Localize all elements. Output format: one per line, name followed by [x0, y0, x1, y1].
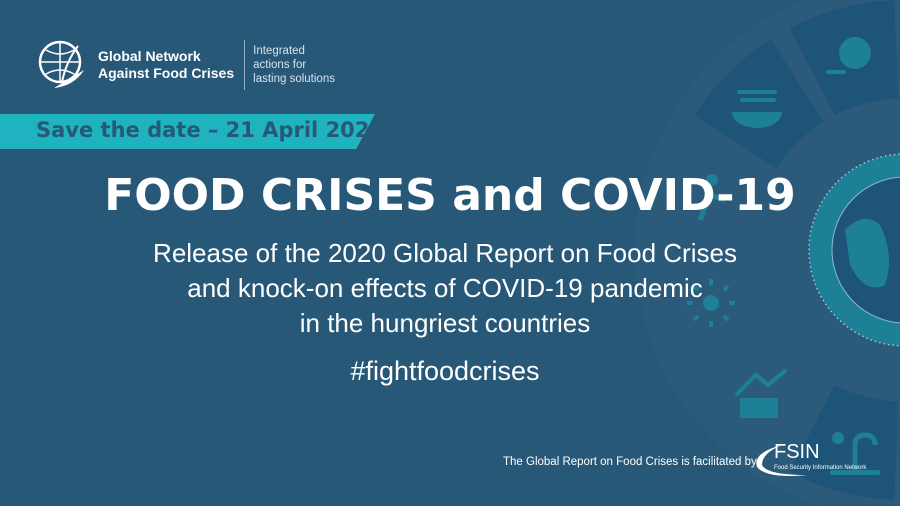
- water-tap-icon: [830, 432, 880, 475]
- person-moving-icon: [697, 174, 726, 221]
- logo-tagline: Integrated actions for lasting solutions: [253, 45, 335, 85]
- money-trend-icon: [734, 368, 788, 418]
- save-the-date-ribbon: Save the date – 21 April 2020: [0, 114, 375, 149]
- subtitle: Release of the 2020 Global Report on Foo…: [153, 238, 737, 338]
- globe-hand-wheat-icon: [38, 40, 84, 88]
- sun-icon: [687, 279, 735, 327]
- logo-divider: [244, 40, 246, 90]
- gnafc-logo: Global Network Against Food Crises Integ…: [36, 38, 335, 92]
- grain-bowl-icon: [732, 90, 782, 128]
- fsin-logo: FSIN Food Security Information Network: [752, 441, 892, 479]
- baby-feeding-icon: [826, 37, 871, 74]
- wheel-segment: [694, 39, 824, 169]
- footer-text: The Global Report on Food Crises is faci…: [503, 456, 757, 468]
- logo-name: Global Network Against Food Crises: [98, 48, 235, 81]
- headline: FOOD CRISES and COVID-19: [104, 170, 796, 221]
- hashtag: #fightfoodcrises: [350, 356, 540, 386]
